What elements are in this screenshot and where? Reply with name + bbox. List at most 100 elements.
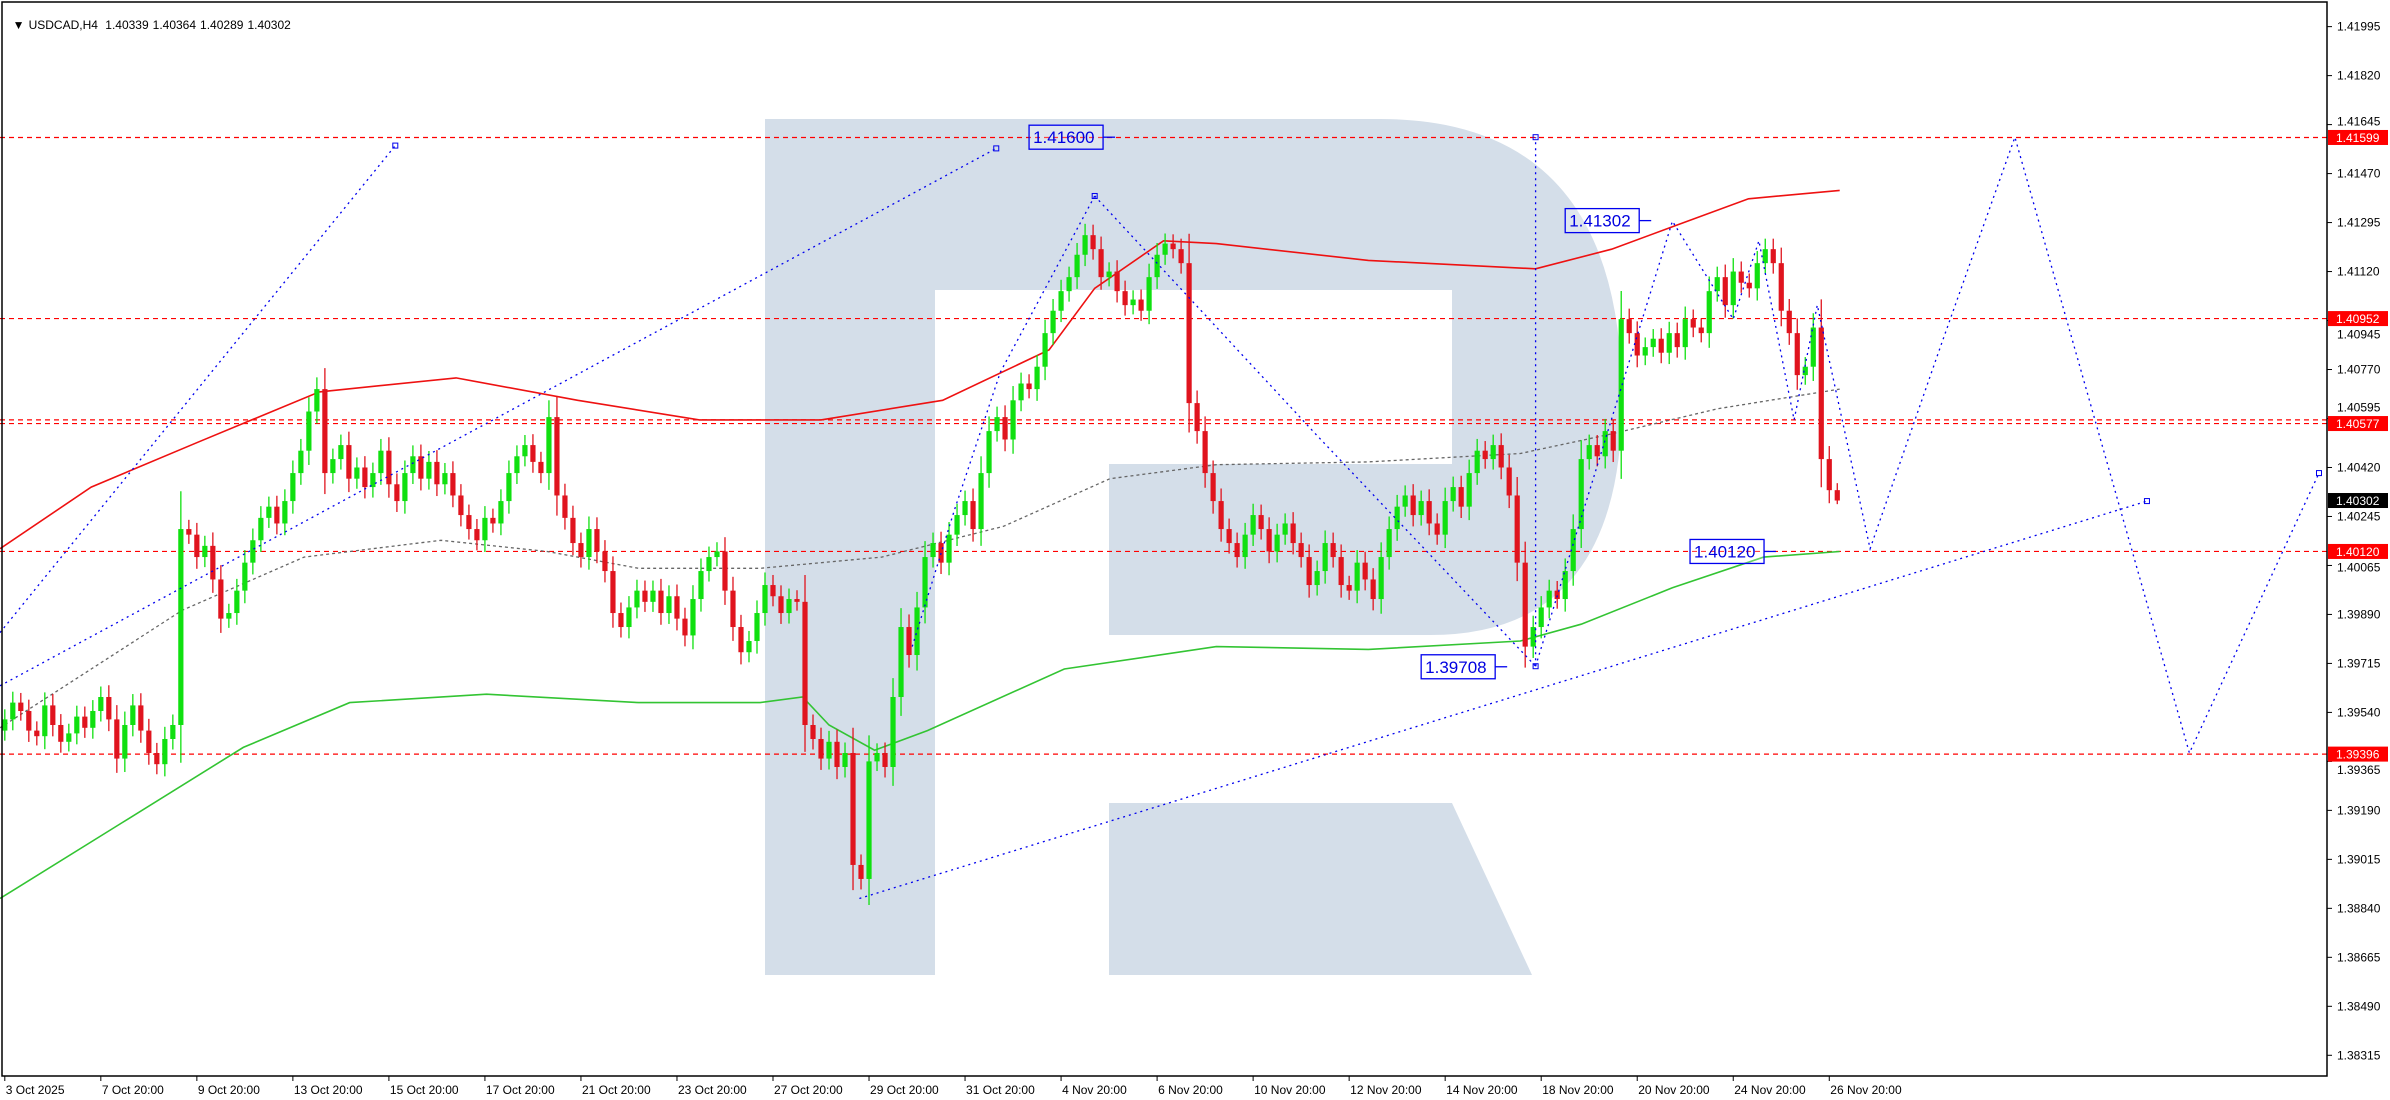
candle[interactable]	[114, 705, 120, 773]
candle[interactable]	[1146, 263, 1152, 325]
candle[interactable]	[986, 416, 992, 488]
candle[interactable]	[858, 854, 864, 890]
candle[interactable]	[1586, 434, 1592, 470]
candle[interactable]	[1290, 512, 1296, 555]
candle[interactable]	[1802, 357, 1808, 385]
candle[interactable]	[1074, 242, 1080, 289]
candle[interactable]	[1082, 223, 1088, 267]
candle[interactable]	[1218, 488, 1224, 542]
candle[interactable]	[874, 743, 880, 772]
candle[interactable]	[242, 550, 248, 604]
anchor-marker[interactable]	[2143, 498, 2150, 505]
candle[interactable]	[1770, 238, 1776, 274]
anchor-marker[interactable]	[993, 145, 1000, 152]
wave-line[interactable]	[0, 147, 997, 687]
candle[interactable]	[74, 705, 80, 745]
candle[interactable]	[698, 558, 704, 612]
candle[interactable]	[506, 460, 512, 514]
candle[interactable]	[682, 607, 688, 647]
price-label[interactable]: 1.41600	[1028, 124, 1116, 150]
candle[interactable]	[314, 377, 320, 424]
anchor-marker[interactable]	[392, 142, 399, 149]
candle[interactable]	[1010, 386, 1016, 454]
candle[interactable]	[1338, 544, 1344, 598]
candle[interactable]	[1026, 374, 1032, 399]
candle[interactable]	[58, 714, 64, 753]
candle[interactable]	[18, 692, 24, 721]
candle[interactable]	[1418, 490, 1424, 526]
candle[interactable]	[1402, 485, 1408, 517]
candle[interactable]	[1386, 516, 1392, 570]
candle[interactable]	[258, 506, 264, 553]
wave-line[interactable]	[1534, 135, 2320, 755]
candle[interactable]	[1154, 242, 1160, 289]
candle[interactable]	[1626, 308, 1632, 344]
candle[interactable]	[1122, 280, 1128, 316]
candle[interactable]	[634, 579, 640, 619]
candle[interactable]	[754, 600, 760, 654]
candle[interactable]	[1778, 247, 1784, 327]
candle[interactable]	[658, 578, 664, 625]
candle[interactable]	[1194, 390, 1200, 444]
candle[interactable]	[810, 714, 816, 750]
candle[interactable]	[1618, 291, 1624, 479]
candle[interactable]	[554, 396, 560, 516]
candle[interactable]	[1522, 541, 1528, 668]
candle[interactable]	[1210, 460, 1216, 514]
candle[interactable]	[370, 462, 376, 498]
candle[interactable]	[1554, 580, 1560, 609]
candle[interactable]	[1602, 418, 1608, 469]
candle[interactable]	[1178, 238, 1184, 274]
candle[interactable]	[1090, 224, 1096, 260]
candle[interactable]	[898, 608, 904, 716]
candle[interactable]	[738, 614, 744, 665]
candle[interactable]	[1106, 262, 1112, 287]
candle[interactable]	[1354, 550, 1360, 604]
candle[interactable]	[642, 580, 648, 612]
candle[interactable]	[890, 678, 896, 786]
candle[interactable]	[306, 397, 312, 465]
candle[interactable]	[1098, 236, 1104, 290]
candle[interactable]	[674, 584, 680, 631]
candle[interactable]	[26, 699, 32, 742]
candle[interactable]	[1818, 299, 1824, 488]
candle[interactable]	[210, 532, 216, 593]
candle[interactable]	[1162, 233, 1168, 265]
candle[interactable]	[722, 537, 728, 605]
candle[interactable]	[354, 457, 360, 489]
candle[interactable]	[458, 484, 464, 527]
candle[interactable]	[498, 489, 504, 536]
candle[interactable]	[690, 585, 696, 650]
price-label[interactable]: 1.39708	[1420, 654, 1508, 680]
candle[interactable]	[346, 431, 352, 493]
candle[interactable]	[170, 714, 176, 750]
candle[interactable]	[282, 489, 288, 536]
candle[interactable]	[1314, 560, 1320, 596]
candle[interactable]	[1226, 518, 1232, 554]
candle[interactable]	[482, 506, 488, 553]
candle[interactable]	[530, 434, 536, 473]
candle[interactable]	[1826, 446, 1832, 504]
candle[interactable]	[266, 496, 272, 528]
anchor-marker[interactable]	[2315, 470, 2322, 477]
candle[interactable]	[570, 505, 576, 556]
candle[interactable]	[426, 450, 432, 490]
candle[interactable]	[1450, 476, 1456, 512]
candle[interactable]	[618, 602, 624, 638]
candle[interactable]	[770, 574, 776, 607]
candle[interactable]	[610, 556, 616, 628]
candle[interactable]	[1746, 273, 1752, 298]
candle[interactable]	[522, 435, 528, 467]
candle[interactable]	[10, 691, 16, 731]
candle[interactable]	[706, 546, 712, 582]
candle[interactable]	[778, 585, 784, 624]
candle[interactable]	[202, 535, 208, 568]
candle[interactable]	[434, 450, 440, 497]
candle[interactable]	[978, 456, 984, 546]
candle[interactable]	[1202, 416, 1208, 488]
candle[interactable]	[666, 585, 672, 624]
candle[interactable]	[322, 368, 328, 495]
candle[interactable]	[1658, 328, 1664, 364]
candle[interactable]	[1018, 372, 1024, 412]
candle[interactable]	[1722, 264, 1728, 318]
